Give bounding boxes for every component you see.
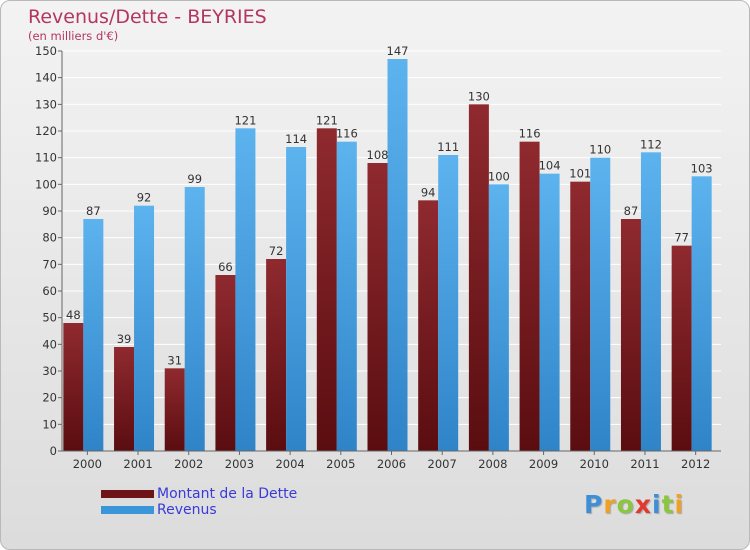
proxiti-logo: Proxiti [584,490,684,519]
data-label-debt: 48 [66,308,81,322]
y-tick-label: 40 [42,337,57,351]
bar-revenue [336,141,357,451]
y-tick-label: 130 [35,97,57,111]
data-label-debt: 116 [519,127,541,141]
bar-debt [63,323,84,451]
x-tick-label: 2009 [529,457,558,471]
y-tick-label: 10 [42,417,57,431]
bar-revenue [640,152,661,452]
data-label-revenue: 111 [437,140,459,154]
x-tick-label: 2012 [681,457,710,471]
bars: 4887399231996612172114121116108147941111… [63,44,713,452]
bar-revenue [184,187,205,451]
bar-debt [671,245,692,451]
x-tick-label: 2011 [630,457,659,471]
logo-letter: o [616,490,635,519]
logo-letter: i [652,490,662,519]
bar-revenue [134,205,155,451]
y-tick-label: 0 [50,444,57,458]
y-tick-label: 30 [42,364,57,378]
y-tick-label: 60 [42,284,57,298]
x-tick-label: 2007 [428,457,457,471]
chart-subtitle: (en milliers d'€) [28,29,119,43]
bar-revenue [539,173,560,451]
data-label-debt: 108 [367,148,389,162]
bar-revenue [286,147,307,451]
data-label-debt: 94 [421,185,436,199]
data-label-debt: 87 [624,204,639,218]
bar-revenue [691,176,712,452]
logo-letter: P [584,490,604,519]
y-tick-label: 150 [35,44,57,58]
y-tick-label: 100 [35,177,57,191]
bar-debt [620,219,641,451]
bar-debt [266,259,287,451]
y-tick-label: 140 [35,71,57,85]
bar-revenue [590,157,611,451]
y-tick-label: 80 [42,231,57,245]
logo-letter: x [634,490,652,519]
bar-revenue [488,184,509,452]
x-tick-label: 2004 [275,457,304,471]
x-tick-label: 2005 [326,457,355,471]
data-label-revenue: 104 [539,159,561,173]
bar-debt [114,347,135,451]
legend-swatch-revenue [101,506,154,514]
logo-letter: r [603,490,617,519]
bar-revenue [83,219,104,451]
data-label-debt: 130 [468,89,490,103]
data-label-revenue: 87 [86,204,101,218]
data-label-debt: 31 [167,353,182,367]
x-tick-label: 2000 [73,457,102,471]
bar-revenue [235,128,256,451]
y-tick-label: 50 [42,311,57,325]
legend-label-debt: Montant de la Dette [157,486,298,502]
data-label-revenue: 121 [234,113,256,127]
bar-revenue [438,155,459,451]
y-tick-label: 70 [42,257,57,271]
bar-debt [570,181,591,451]
x-tick-label: 2003 [225,457,254,471]
bar-debt [468,104,489,451]
data-label-revenue: 116 [336,127,358,141]
bar-revenue [387,59,408,451]
legend-label-revenue: Revenus [157,502,217,518]
legend-swatch-debt [101,490,154,498]
data-label-revenue: 114 [285,132,307,146]
y-tick-label: 120 [35,124,57,138]
data-label-debt: 66 [218,260,233,274]
y-tick-label: 110 [35,151,57,165]
data-label-revenue: 100 [488,169,510,183]
bar-debt [519,141,540,451]
x-tick-label: 2006 [377,457,406,471]
chart-title: Revenus/Dette - BEYRIES [28,6,267,28]
y-tick-label: 20 [42,391,57,405]
bar-debt [215,275,236,451]
data-label-debt: 72 [269,244,284,258]
bar-debt [367,163,388,451]
data-label-revenue: 99 [187,172,202,186]
y-tick-label: 90 [42,204,57,218]
data-label-debt: 121 [316,113,338,127]
data-label-revenue: 147 [387,44,409,58]
data-label-revenue: 92 [137,191,152,205]
bar-debt [418,200,439,451]
x-tick-label: 2010 [580,457,609,471]
data-label-revenue: 103 [691,161,713,175]
logo-letter: i [674,490,685,519]
logo-letter: t [661,490,675,519]
data-label-debt: 77 [674,231,689,245]
x-tick-label: 2008 [478,457,507,471]
x-tick-label: 2002 [174,457,203,471]
data-label-revenue: 110 [589,143,611,157]
data-label-debt: 101 [569,167,591,181]
axes: 0 10 20 30 40 50 60 70 80 90 100 110 120 130 140 150 200… [35,44,721,471]
data-label-debt: 39 [117,332,132,346]
bar-debt [316,128,337,451]
x-tick-label: 2001 [123,457,152,471]
bar-debt [164,368,185,451]
data-label-revenue: 112 [640,137,662,151]
